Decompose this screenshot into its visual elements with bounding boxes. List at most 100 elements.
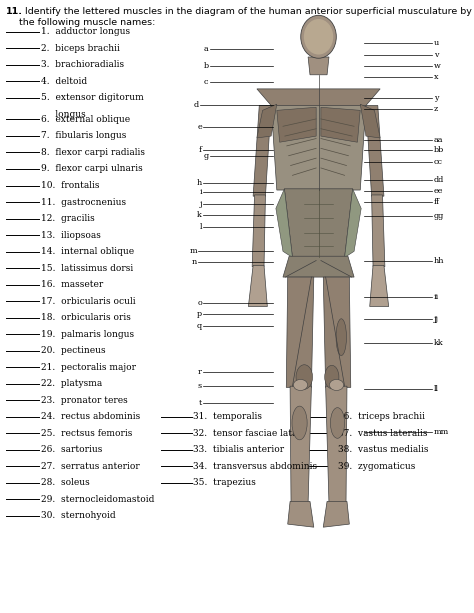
Text: 35.  trapezius: 35. trapezius	[193, 478, 256, 487]
Polygon shape	[271, 104, 366, 190]
Polygon shape	[290, 386, 311, 503]
Polygon shape	[276, 189, 292, 257]
Text: u: u	[434, 39, 439, 47]
Text: 39.  zygomaticus: 39. zygomaticus	[338, 462, 415, 471]
Ellipse shape	[304, 19, 333, 55]
Text: ff: ff	[434, 198, 440, 207]
Polygon shape	[366, 105, 384, 196]
Text: 33.  tibialis anterior: 33. tibialis anterior	[193, 445, 284, 454]
Text: 12.  gracilis: 12. gracilis	[41, 214, 94, 223]
Text: 19.  palmaris longus: 19. palmaris longus	[41, 330, 134, 338]
Text: dd: dd	[434, 176, 444, 185]
Ellipse shape	[296, 365, 313, 389]
Text: 3.  brachioradialis: 3. brachioradialis	[41, 61, 124, 69]
Text: 29.  sternocleidomastoid: 29. sternocleidomastoid	[41, 495, 154, 504]
Text: n: n	[192, 257, 197, 266]
Text: c: c	[204, 77, 209, 86]
Text: kk: kk	[434, 339, 444, 348]
Text: 36.  triceps brachii: 36. triceps brachii	[338, 413, 425, 421]
Text: p: p	[197, 310, 202, 318]
Text: t: t	[199, 398, 202, 407]
Text: mm: mm	[434, 428, 449, 436]
Text: 32.  tensor fasciae latae: 32. tensor fasciae latae	[193, 428, 303, 438]
Text: o: o	[197, 299, 202, 308]
Text: bb: bb	[434, 146, 444, 154]
Text: 17.  orbicularis oculi: 17. orbicularis oculi	[41, 297, 136, 306]
Polygon shape	[253, 105, 271, 196]
Text: 18.  orbicularis oris: 18. orbicularis oris	[41, 313, 131, 322]
Ellipse shape	[325, 365, 339, 389]
Text: q: q	[197, 322, 202, 330]
Text: ll: ll	[434, 385, 439, 394]
Polygon shape	[372, 195, 385, 267]
Text: 15.  latissimus dorsi: 15. latissimus dorsi	[41, 264, 133, 273]
Text: 11.: 11.	[6, 7, 23, 17]
Text: 20.  pectineus: 20. pectineus	[41, 346, 105, 355]
Polygon shape	[257, 89, 380, 105]
Text: 26.  sartorius: 26. sartorius	[41, 445, 102, 454]
Polygon shape	[345, 189, 361, 257]
Text: d: d	[194, 101, 199, 110]
Text: jj: jj	[434, 314, 439, 323]
Text: z: z	[434, 104, 438, 113]
Ellipse shape	[292, 406, 307, 440]
Text: hh: hh	[434, 256, 444, 265]
Text: 6.  external oblique: 6. external oblique	[41, 115, 130, 124]
Text: longus: longus	[41, 110, 85, 119]
Text: a: a	[204, 45, 209, 53]
Polygon shape	[326, 386, 347, 503]
Text: 21.  pectoralis major: 21. pectoralis major	[41, 363, 136, 371]
Text: ee: ee	[434, 187, 443, 196]
Text: m: m	[190, 247, 197, 256]
Text: h: h	[197, 178, 202, 187]
Text: v: v	[434, 51, 438, 59]
Polygon shape	[286, 277, 314, 387]
Text: r: r	[198, 368, 202, 376]
Text: ii: ii	[434, 292, 439, 301]
Polygon shape	[257, 104, 277, 138]
Polygon shape	[360, 104, 380, 138]
Text: 37.  vastus lateralis: 37. vastus lateralis	[338, 428, 428, 438]
Text: 25.  rectsus femoris: 25. rectsus femoris	[41, 428, 132, 438]
Text: gg: gg	[434, 211, 444, 220]
Ellipse shape	[329, 379, 344, 390]
Ellipse shape	[301, 15, 336, 58]
Polygon shape	[323, 501, 349, 527]
Text: w: w	[434, 61, 441, 70]
Text: i: i	[199, 188, 202, 197]
Ellipse shape	[336, 319, 346, 356]
Text: f: f	[199, 145, 202, 154]
Text: j: j	[200, 199, 202, 208]
Text: g: g	[203, 152, 209, 161]
Text: 8.  flexor carpi radialis: 8. flexor carpi radialis	[41, 148, 145, 157]
Polygon shape	[370, 265, 389, 306]
Text: aa: aa	[434, 135, 443, 144]
Text: y: y	[434, 94, 438, 102]
Text: 34.  transversus abdominis: 34. transversus abdominis	[193, 462, 318, 471]
Polygon shape	[284, 189, 353, 257]
Text: 22.  platysma: 22. platysma	[41, 379, 102, 388]
Polygon shape	[288, 501, 314, 527]
Ellipse shape	[330, 408, 345, 438]
Text: cc: cc	[434, 158, 443, 166]
Text: 10.  frontalis: 10. frontalis	[41, 181, 99, 190]
Text: 38.  vastus medialis: 38. vastus medialis	[338, 445, 428, 454]
Text: l: l	[200, 223, 202, 231]
Text: 14.  internal oblique: 14. internal oblique	[41, 247, 134, 256]
Polygon shape	[308, 57, 329, 75]
Polygon shape	[252, 195, 265, 267]
Text: s: s	[198, 382, 202, 390]
Polygon shape	[283, 256, 354, 277]
Polygon shape	[248, 265, 267, 306]
Text: 7.  fibularis longus: 7. fibularis longus	[41, 131, 126, 140]
Polygon shape	[323, 277, 351, 387]
Text: 9.  flexor carpi ulnaris: 9. flexor carpi ulnaris	[41, 164, 143, 173]
Text: 31.  temporalis: 31. temporalis	[193, 413, 263, 421]
Text: 1.  adductor longus: 1. adductor longus	[41, 28, 130, 36]
Text: 28.  soleus: 28. soleus	[41, 478, 90, 487]
Text: 27.  serratus anterior: 27. serratus anterior	[41, 462, 139, 471]
Text: k: k	[197, 210, 202, 219]
Text: b: b	[203, 61, 209, 70]
Polygon shape	[321, 107, 360, 142]
Text: 4.  deltoid: 4. deltoid	[41, 77, 87, 86]
